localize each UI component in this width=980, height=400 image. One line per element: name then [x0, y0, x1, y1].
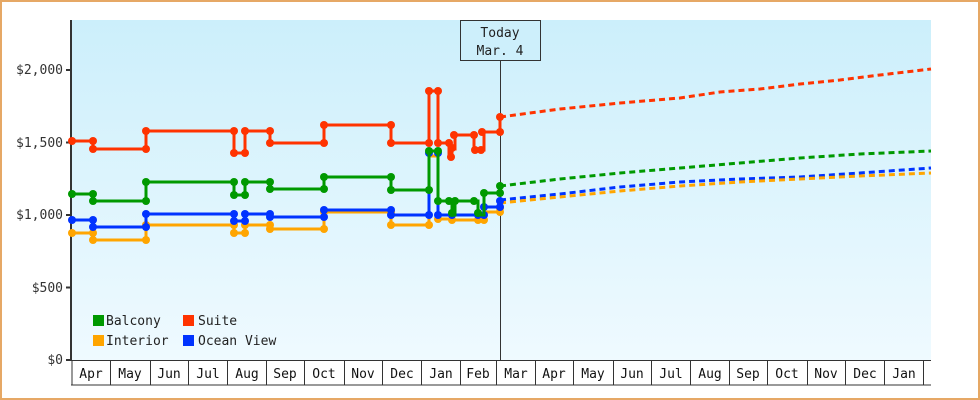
x-tick-label: May: [581, 367, 605, 382]
legend-item-oceanview: Ocean View: [183, 334, 276, 349]
legend-label: Suite: [198, 314, 237, 329]
forecast-interior: [499, 171, 932, 205]
x-tick-label: Oct: [775, 367, 798, 382]
forecast-balcony: [499, 149, 932, 188]
suite-swatch-icon: [183, 315, 194, 326]
x-tick-label: Sep: [273, 367, 297, 382]
x-tick-label: Jun: [157, 367, 180, 382]
legend-label: Ocean View: [198, 334, 276, 349]
x-tick-label: Aug: [698, 367, 721, 382]
balcony-swatch-icon: [93, 315, 104, 326]
legend-item-balcony: Balcony: [93, 314, 161, 329]
x-tick-label: Sep: [736, 367, 760, 382]
forecast-lines: [499, 67, 932, 205]
legend-item-interior: Interior: [93, 334, 169, 349]
series-balcony: [68, 147, 504, 217]
y-axis: $0 $500 $1,000 $1,500 $2,000: [16, 63, 71, 368]
today-annotation-box: [460, 20, 541, 61]
interior-swatch-icon: [93, 335, 104, 346]
forecast-suite: [499, 67, 932, 119]
forecast-oceanview: [499, 166, 932, 202]
oceanview-swatch-icon: [183, 335, 194, 346]
x-tick-label: Mar: [504, 367, 528, 382]
today-date: Mar. 4: [477, 44, 524, 59]
y-tick-label: $500: [32, 281, 63, 296]
legend-label: Interior: [106, 334, 169, 349]
x-tick-label: Jan: [429, 367, 452, 382]
x-tick-label: Jan: [892, 367, 915, 382]
x-tick-label: May: [118, 367, 142, 382]
x-tick-label: Jul: [659, 367, 682, 382]
x-tick-label: Nov: [814, 367, 838, 382]
legend-label: Balcony: [106, 314, 161, 329]
y-tick-label: $2,000: [16, 63, 63, 78]
y-tick-label: $1,500: [16, 136, 63, 151]
y-tick-label: $1,000: [16, 208, 63, 223]
x-tick-label: Aug: [235, 367, 258, 382]
y-tick-label: $0: [47, 353, 63, 368]
x-tick-label: Dec: [390, 367, 413, 382]
x-tick-label: Apr: [542, 367, 566, 382]
series-suite: [68, 87, 504, 161]
today-label: Today: [480, 26, 519, 41]
x-tick-label: Feb: [466, 367, 490, 382]
legend-item-suite: Suite: [183, 314, 237, 329]
legend: Balcony Suite Interior Ocean View: [93, 314, 276, 349]
x-tick-label: Nov: [351, 367, 375, 382]
x-tick-label: Dec: [853, 367, 876, 382]
x-tick-label: Jun: [620, 367, 643, 382]
x-tick-label: Oct: [312, 367, 335, 382]
x-tick-label: Jul: [196, 367, 219, 382]
x-tick-label: Apr: [79, 367, 103, 382]
x-axis: Apr May Jun Jul Aug Sep Oct Nov Dec Jan …: [71, 360, 931, 386]
